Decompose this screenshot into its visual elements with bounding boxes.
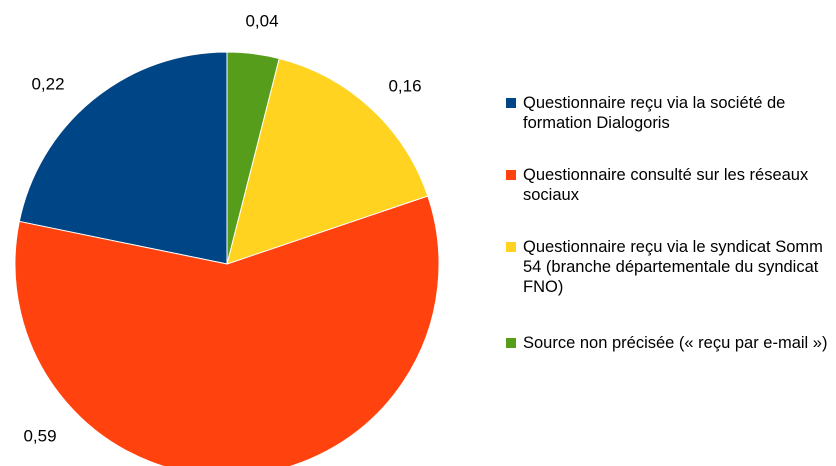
legend-swatch — [506, 98, 516, 108]
legend-item: Questionnaire reçu via la société de for… — [506, 93, 831, 133]
data-label: 0,16 — [388, 76, 421, 95]
pie-area: 0,22 0,59 0,16 0,04 — [14, 11, 440, 466]
pie-slice — [18, 51, 228, 265]
legend-swatch — [506, 338, 516, 348]
data-label: 0,59 — [23, 426, 56, 445]
legend-label: Source non précisée (« reçu par e-mail »… — [523, 334, 828, 352]
legend-label: Questionnaire consulté sur les réseaux s… — [523, 166, 809, 204]
pie-slice — [14, 195, 440, 466]
legend-swatch — [506, 170, 516, 180]
pie-slice — [226, 51, 280, 265]
legend-swatch — [506, 242, 516, 252]
legend-label: Questionnaire reçu via la société de for… — [523, 94, 786, 132]
legend-label: Questionnaire reçu via le syndicat Somm … — [523, 238, 823, 296]
pie-slice — [226, 57, 429, 265]
data-label: 0,22 — [31, 74, 64, 93]
data-label: 0,04 — [245, 11, 278, 30]
legend-item: Questionnaire reçu via le syndicat Somm … — [506, 237, 831, 297]
legend-item: Source non précisée (« reçu par e-mail »… — [506, 333, 831, 353]
legend-item: Questionnaire consulté sur les réseaux s… — [506, 165, 831, 205]
